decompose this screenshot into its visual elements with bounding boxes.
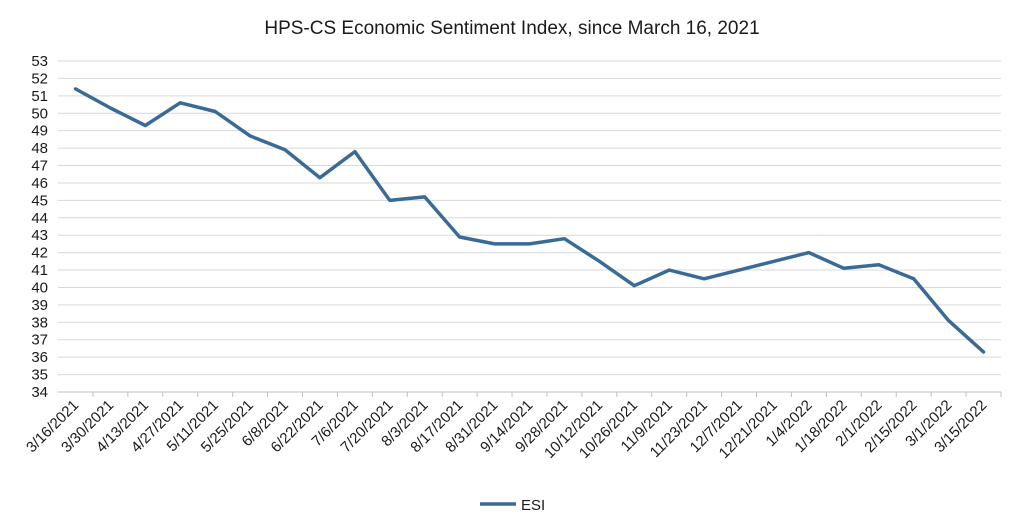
data-point [73, 86, 78, 91]
y-tick-label: 51 [31, 88, 48, 105]
data-point [876, 262, 881, 267]
chart-title: HPS-CS Economic Sentiment Index, since M… [264, 18, 759, 39]
data-point [143, 123, 148, 128]
data-point [911, 276, 916, 281]
y-tick-label: 44 [31, 210, 48, 227]
y-tick-label: 50 [31, 105, 48, 122]
data-point [317, 175, 322, 180]
data-point [457, 234, 462, 239]
data-point [702, 276, 707, 281]
data-point [771, 259, 776, 264]
data-point [946, 318, 951, 323]
x-axis-ticks: 3/16/20213/30/20214/13/20214/27/20215/11… [23, 392, 1002, 462]
data-point [632, 283, 637, 288]
y-tick-label: 49 [31, 123, 48, 140]
y-tick-label: 38 [31, 314, 48, 331]
y-tick-label: 47 [31, 158, 48, 175]
y-tick-label: 40 [31, 279, 48, 296]
data-point [806, 250, 811, 255]
series-line-esi [73, 87, 986, 354]
data-point [352, 149, 357, 154]
data-point [387, 198, 392, 203]
data-point [597, 259, 602, 264]
data-point [562, 236, 567, 241]
data-point [737, 268, 742, 273]
data-point [667, 268, 672, 273]
y-tick-label: 43 [31, 227, 48, 244]
data-point [248, 133, 253, 138]
data-point [213, 109, 218, 114]
y-tick-label: 46 [31, 175, 48, 192]
y-tick-label: 36 [31, 349, 48, 366]
data-point [108, 106, 113, 111]
y-tick-label: 41 [31, 262, 48, 279]
data-point [283, 147, 288, 152]
y-tick-label: 52 [31, 70, 48, 87]
data-point [527, 241, 532, 246]
legend-label-esi: ESI [521, 497, 545, 514]
data-point [981, 349, 986, 354]
data-point [178, 100, 183, 105]
y-tick-label: 53 [31, 53, 48, 70]
y-tick-label: 37 [31, 332, 48, 349]
data-point [492, 241, 497, 246]
series-layer [73, 86, 986, 354]
y-tick-label: 45 [31, 192, 48, 209]
y-tick-label: 48 [31, 140, 48, 157]
y-tick-label: 35 [31, 367, 48, 384]
legend: ESI [480, 497, 545, 514]
grid-lines [58, 60, 1001, 393]
data-point [841, 266, 846, 271]
data-point [422, 194, 427, 199]
y-tick-label: 42 [31, 245, 48, 262]
y-tick-label: 39 [31, 297, 48, 314]
y-tick-label: 34 [31, 384, 48, 401]
